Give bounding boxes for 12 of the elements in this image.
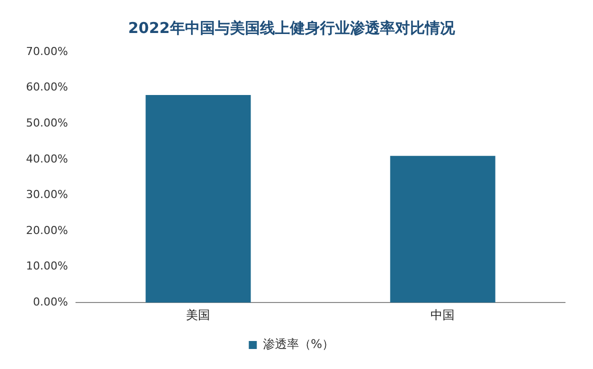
x-tick-label: 中国 — [430, 308, 455, 322]
y-tick-label: 30.00% — [26, 188, 68, 202]
x-tick-label: 美国 — [186, 308, 210, 322]
y-tick-label: 10.00% — [26, 260, 68, 273]
y-tick-label: 50.00% — [26, 116, 68, 130]
legend-label: 渗透率（%） — [262, 337, 334, 352]
y-tick-label: 0.00% — [32, 295, 68, 308]
y-tick-label: 60.00% — [26, 80, 68, 94]
y-tick-label: 20.00% — [26, 224, 68, 237]
chart-title: 2022年中国与美国线上健身行业渗透率对比情况 — [128, 18, 456, 37]
y-tick-label: 70.00% — [26, 44, 68, 58]
y-tick-label: 40.00% — [26, 152, 68, 166]
